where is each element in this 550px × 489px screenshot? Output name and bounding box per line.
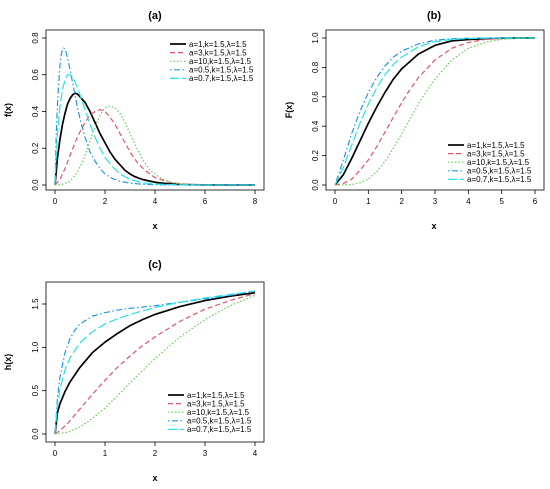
panel-b-x-tick-label: 1 [366,197,371,206]
panel-b: (b) 0 1 2 3 4 5 6 0.0 0.2 0.4 0.6 0.8 1.0 x F(x) a=… [284,10,545,231]
panel-a-legend-entry: a=0.5,k=1.5,λ=1.5 [189,66,254,75]
panel-b-legend-entry: a=3,k=1.5,λ=1.5 [467,149,525,158]
panel-b-series-line-3 [334,37,536,186]
panel-a-series-line-5 [54,74,255,186]
panel-b-y-tick-label: 0.4 [311,120,320,132]
panel-b-y-ticks: 0.0 0.2 0.4 0.6 0.8 1.0 [311,32,326,191]
panel-b-x-tick-label: 3 [433,197,438,206]
panel-c-x-axis-label: x [152,473,157,483]
panel-b-y-tick-label: 0.6 [311,91,320,103]
panel-c-legend-entry: a=1,k=1.5,λ=1.5 [187,391,245,400]
panel-a-x-tick-label: 6 [203,197,208,206]
panel-b-title: (b) [427,10,441,22]
panel-a-series-line-1 [54,92,256,186]
panel-b-x-tick-label: 5 [499,197,504,206]
panel-a-legend: a=1,k=1.5,λ=1.5a=3,k=1.5,λ=1.5a=10,k=1.5… [170,40,254,83]
panel-b-legend: a=1,k=1.5,λ=1.5a=3,k=1.5,λ=1.5a=10,k=1.5… [448,141,532,184]
panel-a-series-line-3 [54,105,256,186]
panel-c-series-lines [54,290,256,435]
panel-b-x-tick-label: 0 [333,197,338,206]
panel-b-y-tick-label: 1.0 [311,32,320,44]
panel-b-x-axis-label: x [431,221,436,231]
panel-c-x-tick-label: 2 [153,449,158,458]
panel-c-y-tick-label: 1.0 [31,341,40,353]
panel-a-series-lines [54,47,256,186]
panel-b-x-tick-label: 6 [533,197,538,206]
panel-a-y-ticks: 0.0 0.2 0.4 0.6 0.8 [31,32,46,191]
panel-a-legend-entry: a=0.7,k=1.5,λ=1.5 [189,74,254,83]
panel-b-y-axis-label: F(x) [284,102,294,119]
panel-c-x-tick-label: 4 [253,449,258,458]
panel-c-series-line-5 [54,290,256,435]
panel-c-y-ticks: 0.0 0.5 1.0 1.5 [31,298,46,440]
panel-c-legend: a=1,k=1.5,λ=1.5a=3,k=1.5,λ=1.5a=10,k=1.5… [168,391,252,434]
panel-b-x-tick-label: 4 [466,197,471,206]
panel-c-legend-entry: a=3,k=1.5,λ=1.5 [187,399,245,408]
panel-b-legend-entry: a=1,k=1.5,λ=1.5 [467,141,525,150]
panel-c-y-tick-label: 0.5 [31,385,40,397]
panel-c-series-line-2 [54,293,256,435]
panel-c-title: (c) [148,259,162,271]
panel-c: (c) 0 1 2 3 4 0.0 0.5 1.0 1.5 x h(x) a=1,k=1.5,… [3,259,265,483]
panel-b-series-line-5 [334,37,535,186]
panel-a-x-tick-label: 8 [253,197,258,206]
panel-c-legend-entry: a=0.7,k=1.5,λ=1.5 [187,425,252,434]
panel-c-y-tick-label: 0.0 [31,428,40,440]
panel-a-legend-entry: a=1,k=1.5,λ=1.5 [189,40,247,49]
panel-b-y-tick-label: 0.2 [311,149,320,161]
panel-a-legend-entry: a=10,k=1.5,λ=1.5 [189,57,252,66]
panel-b-series-lines [334,37,536,186]
panel-b-legend-entry: a=10,k=1.5,λ=1.5 [467,158,530,167]
panel-b-x-ticks: 0 1 2 3 4 5 6 [333,190,538,206]
panel-c-legend-entry: a=10,k=1.5,λ=1.5 [187,408,250,417]
panel-a-legend-entry: a=3,k=1.5,λ=1.5 [189,48,247,57]
panel-c-x-tick-label: 3 [203,449,208,458]
panel-c-x-tick-label: 0 [53,449,58,458]
panel-b-y-tick-label: 0.8 [311,61,320,73]
panel-c-series-line-1 [54,291,256,435]
panel-a-title: (a) [148,10,162,22]
panel-c-y-tick-label: 1.5 [31,298,40,310]
panel-b-legend-entry: a=0.7,k=1.5,λ=1.5 [467,175,532,184]
panel-a-x-tick-label: 2 [103,197,108,206]
panel-a-y-tick-label: 0.2 [31,142,40,154]
panel-a-x-tick-label: 4 [153,197,158,206]
panel-a-y-axis-label: f(x) [3,103,13,117]
panel-a-y-tick-label: 0.6 [31,69,40,81]
panel-c-x-ticks: 0 1 2 3 4 [53,442,258,458]
panel-a-y-tick-label: 0.0 [31,179,40,191]
panel-a-x-axis-label: x [152,221,157,231]
panel-b-x-tick-label: 2 [399,197,404,206]
panel-a-y-tick-label: 0.4 [31,105,40,117]
panel-a-y-tick-label: 0.8 [31,32,40,44]
panel-c-y-axis-label: h(x) [3,354,13,371]
panel-c-x-tick-label: 1 [103,449,108,458]
panel-a: (a) 0 2 4 6 8 0.0 0.2 0.4 0.6 0.8 x f(x) a=1,k=1… [3,10,265,231]
panel-b-y-tick-label: 0.0 [311,179,320,191]
panel-b-legend-entry: a=0.5,k=1.5,λ=1.5 [467,167,532,176]
panel-a-x-ticks: 0 2 4 6 8 [53,190,258,206]
panel-b-series-line-2 [334,37,536,186]
panel-a-x-tick-label: 0 [53,197,58,206]
panel-c-legend-entry: a=0.5,k=1.5,λ=1.5 [187,417,252,426]
